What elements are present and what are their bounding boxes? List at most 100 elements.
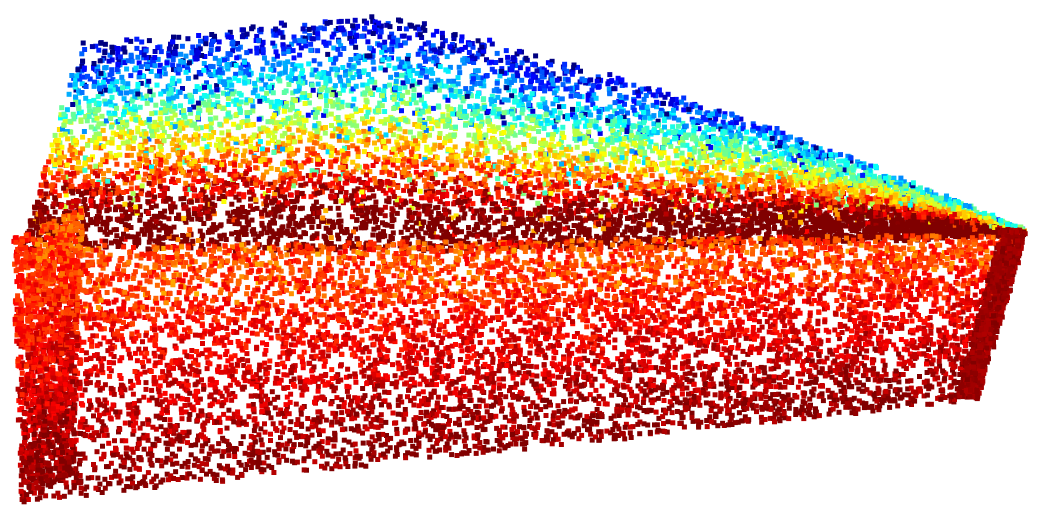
point — [258, 179, 264, 185]
point — [183, 172, 189, 178]
point — [315, 127, 321, 133]
point — [276, 61, 282, 67]
point — [110, 130, 116, 136]
point — [798, 211, 804, 217]
point — [469, 79, 475, 85]
point — [658, 180, 664, 186]
point — [280, 34, 286, 40]
point — [168, 209, 174, 215]
point — [797, 199, 803, 205]
point — [520, 217, 526, 223]
point — [148, 97, 154, 103]
point — [657, 198, 663, 204]
point — [194, 212, 200, 218]
point — [314, 26, 320, 32]
point — [584, 135, 590, 141]
point — [474, 157, 480, 163]
point — [331, 85, 337, 91]
point — [278, 183, 284, 189]
point — [178, 196, 184, 202]
point — [485, 115, 491, 121]
point — [336, 176, 342, 182]
point — [363, 104, 368, 110]
point — [533, 53, 539, 59]
point — [405, 53, 411, 58]
point — [526, 125, 532, 131]
point — [106, 168, 112, 174]
point — [714, 213, 720, 219]
point — [389, 157, 395, 163]
point — [196, 70, 202, 75]
point — [423, 189, 429, 195]
point — [52, 209, 58, 215]
point — [517, 171, 523, 177]
point — [424, 192, 430, 198]
point — [736, 176, 742, 182]
point — [290, 62, 296, 68]
point — [382, 83, 388, 89]
point — [174, 216, 179, 221]
point — [555, 115, 561, 121]
point — [762, 149, 768, 155]
point — [335, 150, 341, 156]
point — [707, 152, 713, 158]
point — [409, 152, 415, 157]
point — [321, 170, 327, 175]
point — [63, 192, 69, 198]
point — [323, 125, 328, 130]
point — [412, 122, 418, 127]
point — [290, 90, 296, 96]
point — [374, 146, 379, 152]
point — [287, 149, 293, 155]
point — [439, 227, 445, 233]
point — [268, 66, 274, 72]
point — [329, 66, 335, 72]
point — [389, 212, 395, 218]
point — [116, 204, 122, 210]
point — [158, 147, 164, 153]
point — [715, 210, 720, 216]
point — [200, 247, 206, 252]
point — [409, 205, 415, 211]
point — [352, 38, 357, 44]
point — [48, 170, 53, 176]
point — [549, 113, 555, 118]
point — [138, 148, 144, 154]
point — [360, 82, 366, 88]
point — [228, 160, 233, 166]
point — [532, 212, 538, 218]
point — [794, 143, 800, 149]
point — [437, 50, 443, 56]
point — [204, 80, 209, 86]
point — [241, 232, 247, 237]
point — [106, 110, 112, 116]
point — [323, 108, 329, 114]
point — [647, 89, 652, 95]
point — [643, 183, 649, 189]
point — [485, 191, 491, 197]
point — [198, 217, 204, 222]
point — [431, 226, 437, 232]
point — [233, 209, 238, 214]
point — [681, 215, 687, 221]
point — [241, 133, 247, 139]
point — [281, 22, 287, 28]
point — [344, 114, 350, 120]
point — [400, 99, 406, 105]
point — [526, 153, 532, 159]
point — [426, 56, 432, 62]
point — [720, 119, 726, 125]
point — [175, 150, 181, 156]
point — [402, 224, 408, 230]
point — [574, 144, 580, 150]
point — [576, 101, 581, 107]
point — [105, 139, 111, 145]
point — [417, 63, 423, 69]
point — [420, 161, 426, 167]
point — [382, 39, 388, 45]
point — [516, 185, 522, 191]
point — [245, 163, 251, 169]
point — [156, 133, 162, 139]
point — [97, 168, 103, 174]
point — [135, 197, 141, 203]
